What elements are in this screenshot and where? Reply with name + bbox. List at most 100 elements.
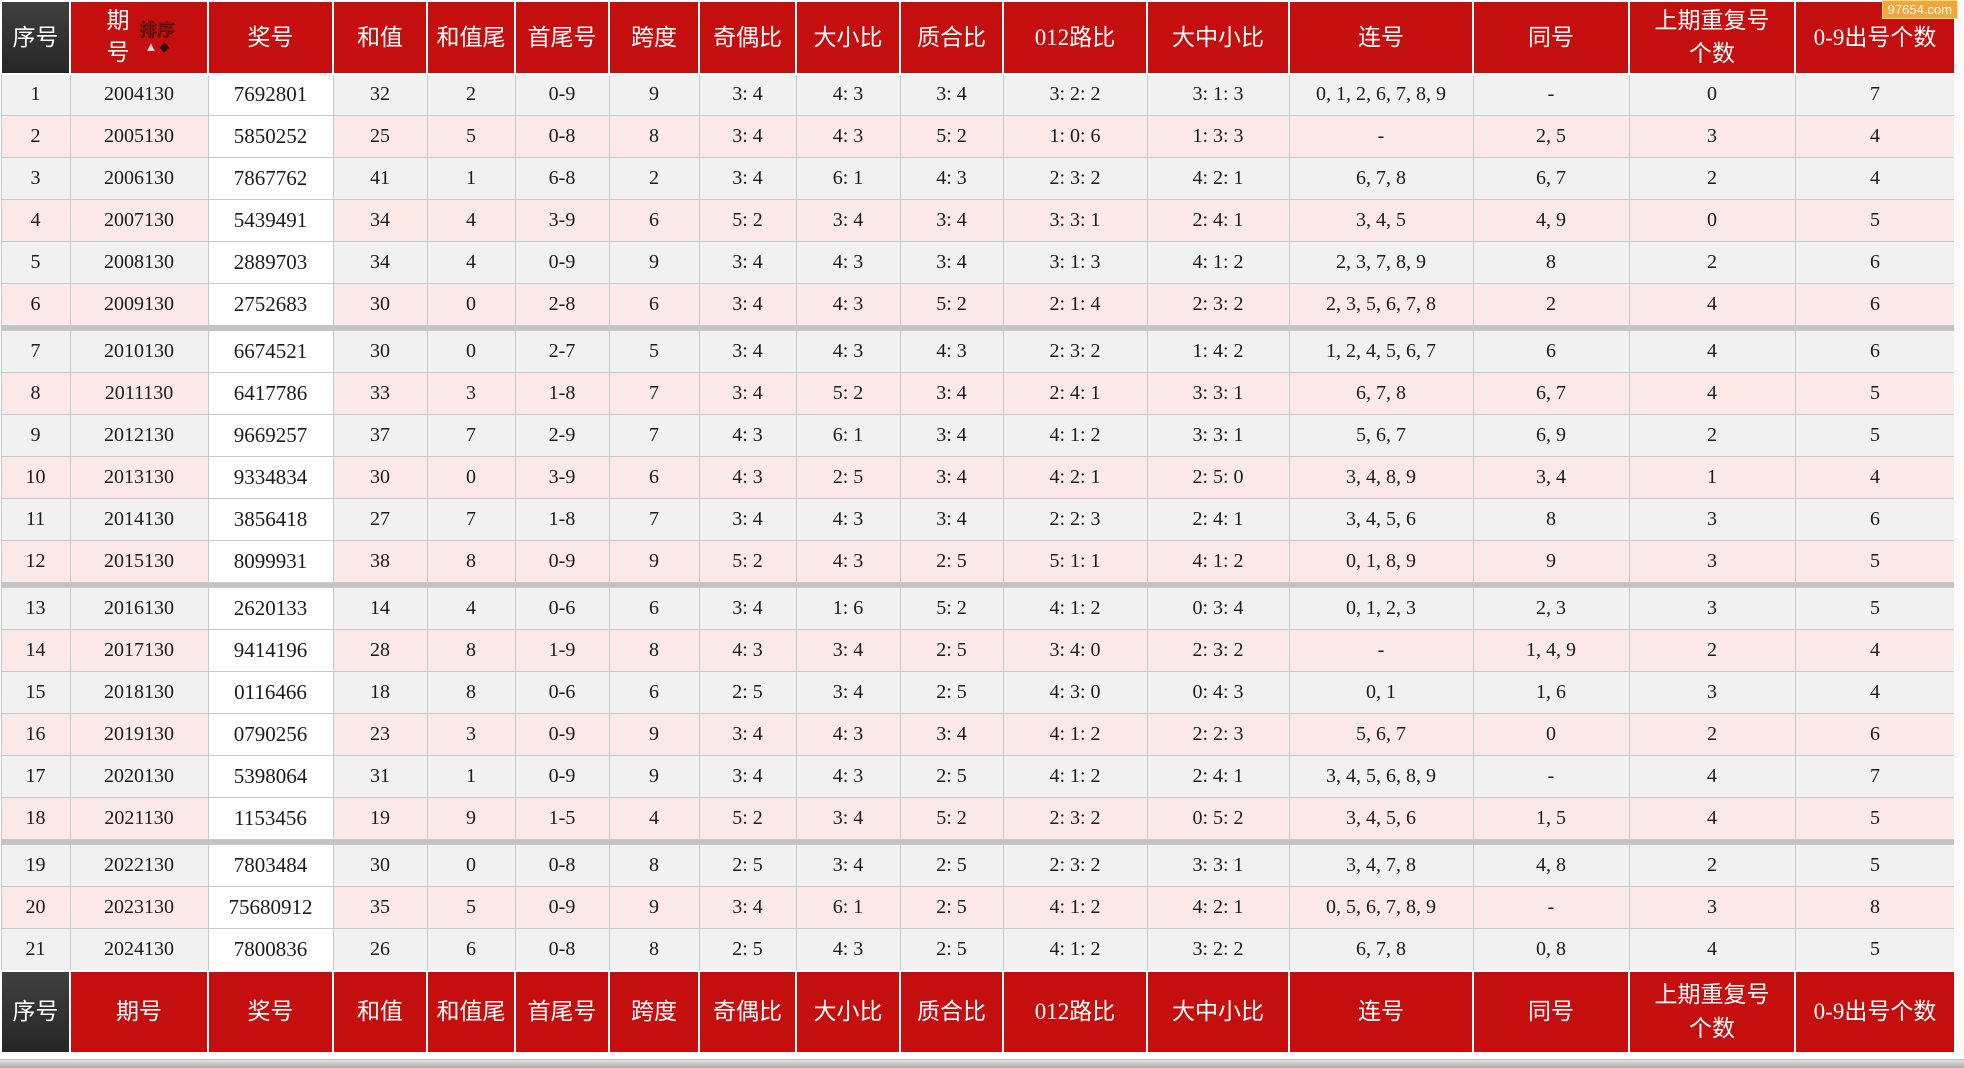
cell-hezhiwei: 0 — [426, 456, 516, 500]
column-label: 大小比 — [813, 24, 883, 50]
cell-hezhi: 35 — [332, 886, 428, 930]
cell-shouweihao: 2-8 — [514, 283, 610, 327]
cell-lu012bi: 2: 3: 2 — [1002, 844, 1148, 888]
watermark-link[interactable]: 97654.com — [1881, 0, 1958, 19]
cell-tonghao: 6, 9 — [1472, 414, 1630, 458]
table-row: 19 2022130 7803484 30 0 0-8 8 2: 5 3: 4 2: 5 2: 3:… — [0, 844, 1956, 888]
table-row: 21 2024130 7800836 26 6 0-8 8 2: 5 4: 3 2: 5 4: 1:… — [0, 928, 1956, 972]
cell-dazhongxiao: 4: 1: 2 — [1146, 540, 1290, 584]
cell-jioubi: 3: 4 — [698, 73, 797, 117]
sort-asc-icon[interactable]: ▲ — [144, 39, 158, 55]
table-row: 15 2018130 0116466 18 8 0-6 6 2: 5 3: 4 2: 5 4: 3:… — [0, 671, 1956, 715]
cell-chongfu: 4 — [1628, 755, 1796, 799]
cell-daxiaobi: 4: 3 — [795, 115, 901, 159]
cell-jioubi: 2: 5 — [698, 671, 797, 715]
cell-xuhao: 21 — [0, 928, 71, 972]
cell-chuhao: 5 — [1794, 540, 1956, 584]
cell-xuhao: 19 — [0, 844, 71, 888]
cell-zhihebi: 2: 5 — [899, 886, 1004, 930]
cell-zhihebi: 2: 5 — [899, 540, 1004, 584]
column-header-qihao: 期号 排序 ▲ ◆ — [69, 0, 209, 75]
group-separator — [1, 839, 1955, 845]
column-label: 大中小比 — [1172, 999, 1264, 1025]
column-label: 序号 — [12, 999, 59, 1025]
column-header-shouweihao: 首尾号 — [514, 0, 610, 75]
cell-kuadu: 9 — [608, 241, 700, 285]
cell-chuhao: 5 — [1794, 587, 1956, 631]
cell-qihao: 2008130 — [69, 241, 209, 285]
cell-dazhongxiao: 3: 2: 2 — [1146, 928, 1290, 972]
cell-jianghao: 0116466 — [207, 671, 334, 715]
cell-zhihebi: 3: 4 — [899, 414, 1004, 458]
cell-zhihebi: 2: 5 — [899, 755, 1004, 799]
cell-qihao: 2006130 — [69, 157, 209, 201]
cell-lu012bi: 2: 3: 2 — [1002, 330, 1148, 374]
cell-hezhiwei: 3 — [426, 713, 516, 757]
table-row: 16 2019130 0790256 23 3 0-9 9 3: 4 4: 3 3: 4 4: 1:… — [0, 713, 1956, 757]
cell-lianhao: 0, 1, 2, 6, 7, 8, 9 — [1288, 73, 1474, 117]
cell-kuadu: 5 — [608, 330, 700, 374]
column-header-chongfu: 上期重复号 个数 — [1628, 969, 1796, 1054]
sort-desc-icon[interactable]: ◆ — [159, 39, 170, 55]
column-label: 奇偶比 — [713, 999, 782, 1025]
cell-kuadu: 9 — [608, 713, 700, 757]
cell-kuadu: 2 — [608, 157, 700, 201]
column-header-jianghao: 奖号 — [207, 969, 334, 1054]
cell-jianghao: 8099931 — [207, 540, 334, 584]
cell-qihao: 2016130 — [69, 587, 209, 631]
cell-shouweihao: 3-9 — [514, 199, 610, 243]
cell-daxiaobi: 3: 4 — [795, 844, 901, 888]
cell-chongfu: 2 — [1628, 844, 1796, 888]
cell-jianghao: 1153456 — [207, 797, 334, 841]
cell-jianghao: 7692801 — [207, 73, 334, 117]
cell-chuhao: 4 — [1794, 157, 1956, 201]
cell-daxiaobi: 2: 5 — [795, 456, 901, 500]
cell-lianhao: 5, 6, 7 — [1288, 713, 1474, 757]
cell-chongfu: 1 — [1628, 456, 1796, 500]
cell-tonghao: 2, 3 — [1472, 587, 1630, 631]
cell-hezhiwei: 8 — [426, 671, 516, 715]
cell-chuhao: 6 — [1794, 283, 1956, 327]
cell-chongfu: 4 — [1628, 283, 1796, 327]
column-header-dazhongxiao: 大中小比 — [1146, 0, 1290, 75]
column-label: 同号 — [1528, 999, 1574, 1025]
cell-kuadu: 9 — [608, 755, 700, 799]
cell-lu012bi: 4: 1: 2 — [1002, 587, 1148, 631]
cell-hezhi: 28 — [332, 629, 428, 673]
cell-chuhao: 5 — [1794, 199, 1956, 243]
column-label: 质合比 — [917, 999, 986, 1025]
right-margin-strip — [1954, 0, 1964, 1059]
cell-tonghao: 3, 4 — [1472, 456, 1630, 500]
cell-chuhao: 5 — [1794, 797, 1956, 841]
table-row: 14 2017130 9414196 28 8 1-9 8 4: 3 3: 4 2: 5 3: 4:… — [0, 629, 1956, 673]
cell-lu012bi: 4: 1: 2 — [1002, 928, 1148, 972]
column-label: 和值尾 — [436, 999, 506, 1025]
cell-dazhongxiao: 2: 4: 1 — [1146, 755, 1290, 799]
cell-hezhiwei: 0 — [426, 330, 516, 374]
cell-chuhao: 4 — [1794, 115, 1956, 159]
cell-xuhao: 5 — [0, 241, 71, 285]
cell-zhihebi: 4: 3 — [899, 157, 1004, 201]
column-label: 同号 — [1528, 24, 1574, 50]
cell-daxiaobi: 4: 3 — [795, 73, 901, 117]
cell-jioubi: 3: 4 — [698, 372, 797, 416]
cell-zhihebi: 3: 4 — [899, 498, 1004, 542]
cell-tonghao: 1, 4, 9 — [1472, 629, 1630, 673]
cell-xuhao: 8 — [0, 372, 71, 416]
cell-jianghao: 9669257 — [207, 414, 334, 458]
cell-hezhiwei: 8 — [426, 629, 516, 673]
cell-jioubi: 5: 2 — [698, 797, 797, 841]
table-row: 17 2020130 5398064 31 1 0-9 9 3: 4 4: 3 2: 5 4: 1:… — [0, 755, 1956, 799]
horizontal-scrollbar[interactable] — [0, 1059, 1964, 1068]
cell-tonghao: 6, 7 — [1472, 372, 1630, 416]
cell-dazhongxiao: 2: 4: 1 — [1146, 498, 1290, 542]
cell-tonghao: 1, 6 — [1472, 671, 1630, 715]
sort-widget[interactable]: 排序 ▲ ◆ — [139, 21, 175, 53]
cell-hezhi: 30 — [332, 456, 428, 500]
cell-lu012bi: 4: 2: 1 — [1002, 456, 1148, 500]
column-label: 0-9出号个数 — [1813, 999, 1937, 1025]
table-row: 4 2007130 5439491 34 4 3-9 6 5: 2 3: 4 3: 4 3: 3: … — [0, 199, 1956, 243]
table-row: 18 2021130 1153456 19 9 1-5 4 5: 2 3: 4 5: 2 2: 3:… — [0, 797, 1956, 841]
cell-jioubi: 3: 4 — [698, 587, 797, 631]
cell-shouweihao: 0-6 — [514, 671, 610, 715]
